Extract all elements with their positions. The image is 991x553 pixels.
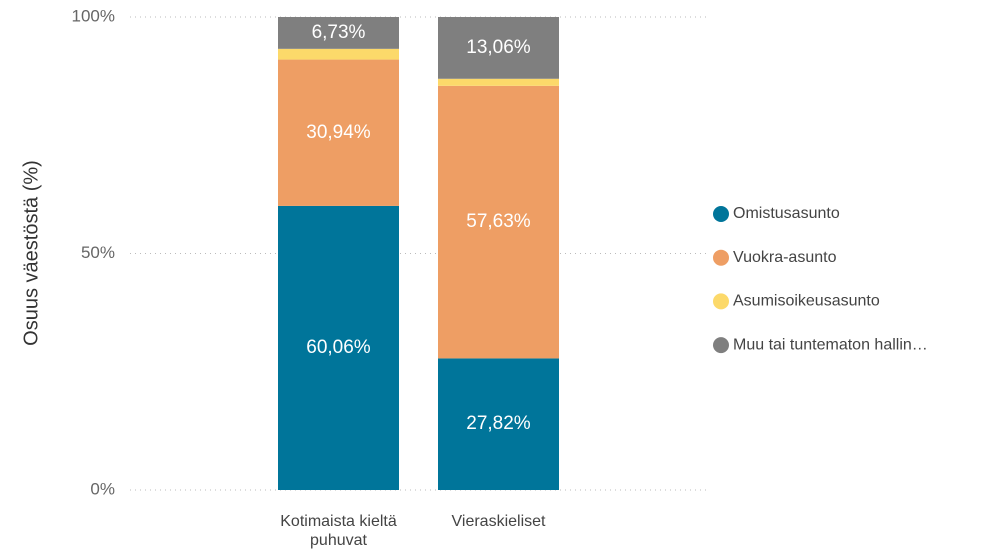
- y-tick-label: 0%: [90, 479, 115, 498]
- bar-segment: [278, 205, 399, 490]
- legend-marker: [713, 206, 729, 222]
- bar-segment: [278, 17, 399, 49]
- bar-segment: [438, 85, 559, 359]
- bar-segment: [438, 17, 559, 79]
- y-tick-label: 100%: [72, 6, 115, 25]
- data-label: 57,63%: [466, 211, 531, 232]
- legend-label: Omistusasunto: [733, 205, 840, 222]
- legend-marker: [713, 337, 729, 354]
- legend-marker: [713, 293, 729, 310]
- data-label: 13,06%: [466, 37, 531, 58]
- x-tick-label: Vieraskieliset: [451, 513, 546, 530]
- data-label: 30,94%: [306, 122, 371, 143]
- y-axis-title: Osuus väestöstä (%): [20, 160, 42, 346]
- y-tick-label: 50%: [81, 243, 115, 262]
- bar-segment: [438, 358, 559, 490]
- data-label: 6,73%: [312, 22, 366, 43]
- data-label: 60,06%: [306, 337, 371, 358]
- bar-segment: [278, 48, 399, 60]
- legend-label: Vuokra-asunto: [733, 249, 837, 266]
- data-label: 27,82%: [466, 413, 531, 434]
- x-tick-label: Kotimaista kieltä puhuvat: [280, 513, 397, 549]
- legend-label: Asumisoikeusasunto: [733, 293, 880, 310]
- bar-segment: [438, 78, 559, 86]
- legend-label: Muu tai tuntematon hallin…: [733, 336, 928, 353]
- legend-marker: [713, 249, 729, 266]
- bar-segment: [278, 59, 399, 206]
